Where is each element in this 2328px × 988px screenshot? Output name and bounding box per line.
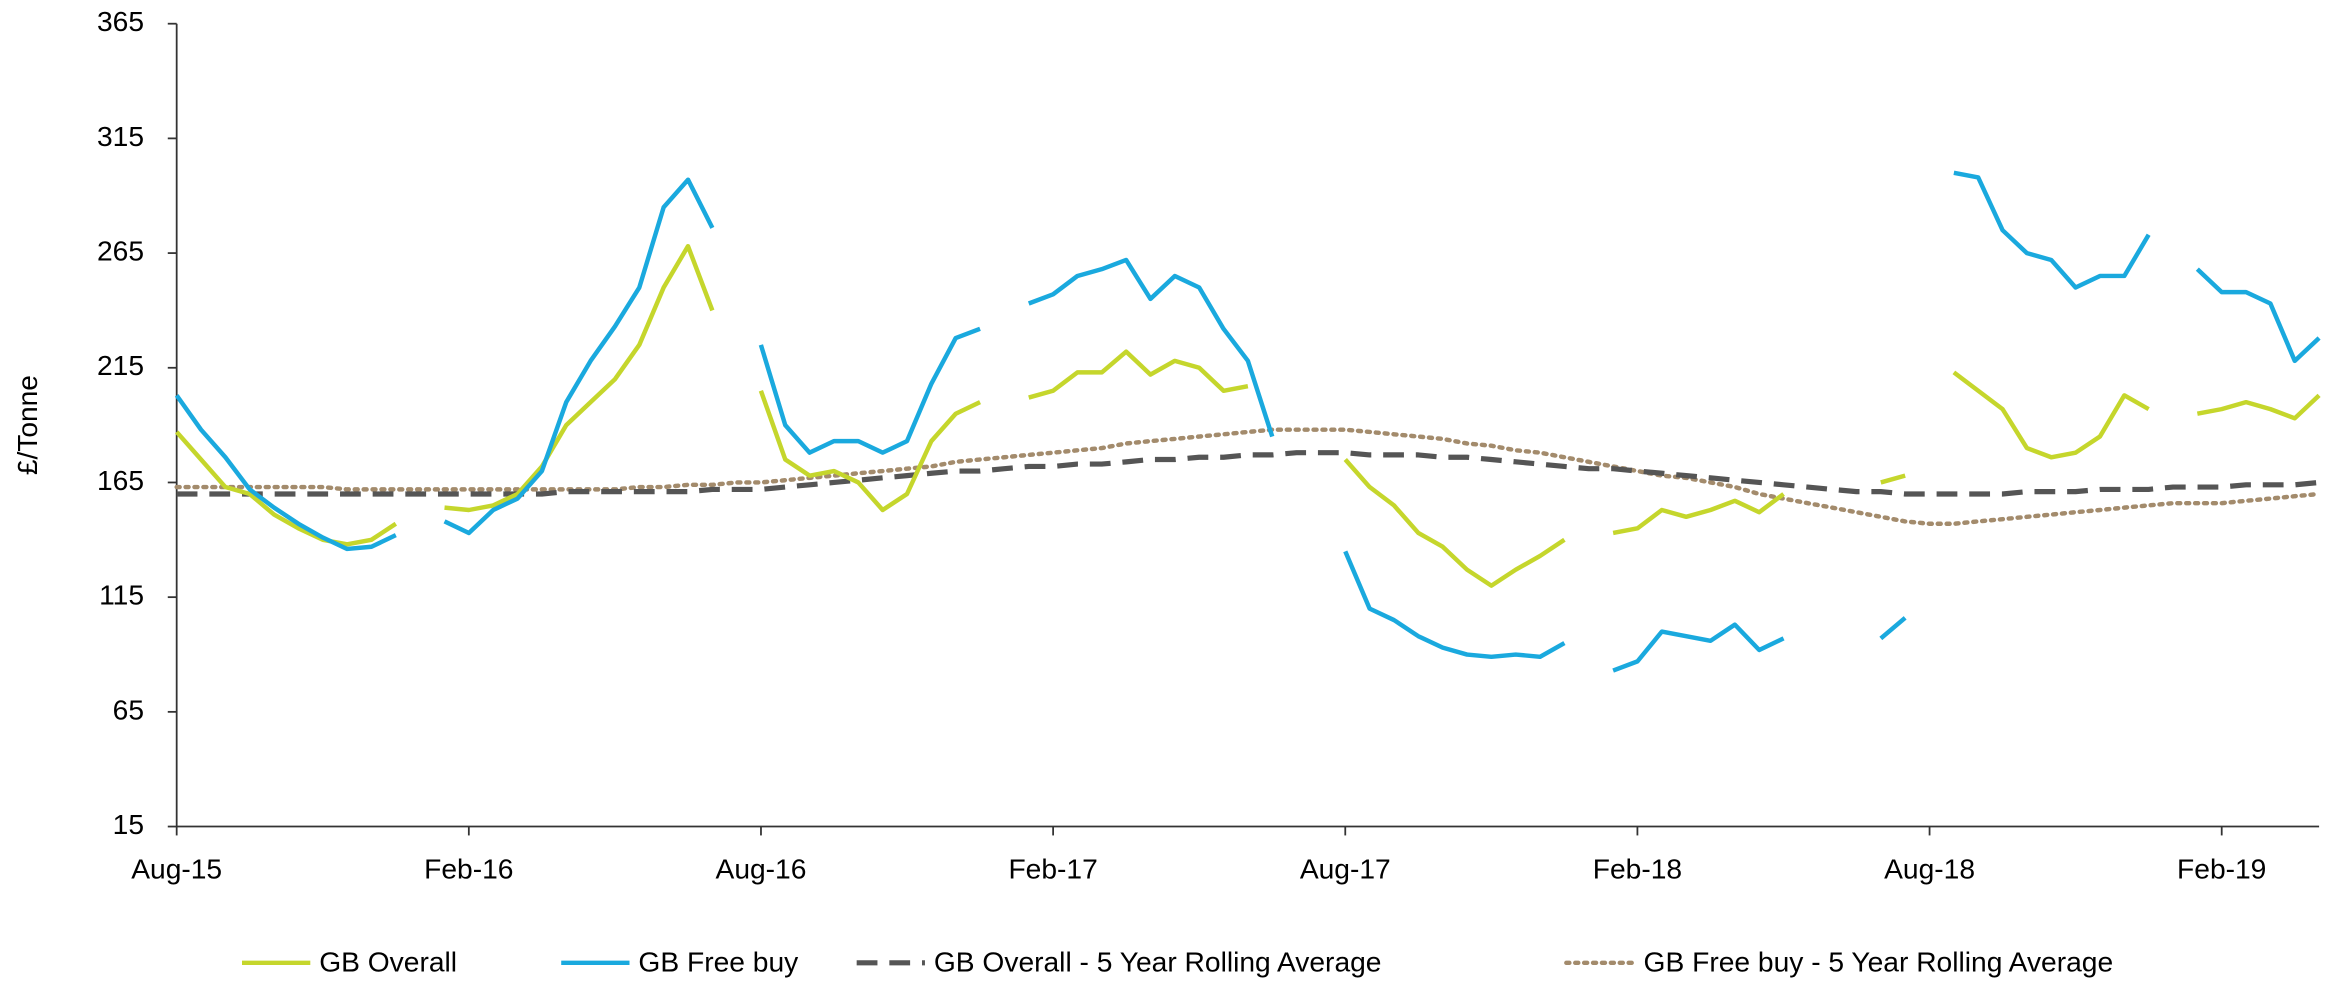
x-tick-label: Aug-18 — [1884, 852, 1975, 884]
y-tick-label: 315 — [97, 120, 144, 152]
x-tick-label: Aug-15 — [131, 852, 222, 884]
y-tick-label: 215 — [97, 349, 144, 381]
x-tick-label: Feb-18 — [1593, 852, 1682, 884]
y-tick-label: 115 — [99, 579, 144, 611]
series-line — [174, 170, 2321, 673]
legend-label: GB Overall - 5 Year Rolling Average — [934, 946, 1382, 978]
y-tick-label: 15 — [113, 808, 144, 840]
y-tick-label: 65 — [113, 693, 144, 725]
x-tick-label: Feb-19 — [2177, 852, 2266, 884]
y-axis-label: £/Tonne — [11, 375, 43, 475]
x-tick-label: Aug-17 — [1300, 852, 1391, 884]
x-tick-label: Aug-16 — [716, 852, 807, 884]
legend-label: GB Free buy - 5 Year Rolling Average — [1644, 946, 2114, 978]
legend-label: GB Free buy — [638, 946, 799, 978]
y-tick-label: 165 — [97, 464, 144, 496]
x-tick-label: Feb-17 — [1008, 852, 1097, 884]
series-line — [174, 427, 2322, 526]
series-line — [175, 243, 2321, 588]
legend-label: GB Overall — [319, 946, 457, 978]
y-tick-label: 365 — [97, 5, 144, 37]
x-tick-label: Feb-16 — [424, 852, 513, 884]
y-tick-label: 265 — [97, 235, 144, 267]
